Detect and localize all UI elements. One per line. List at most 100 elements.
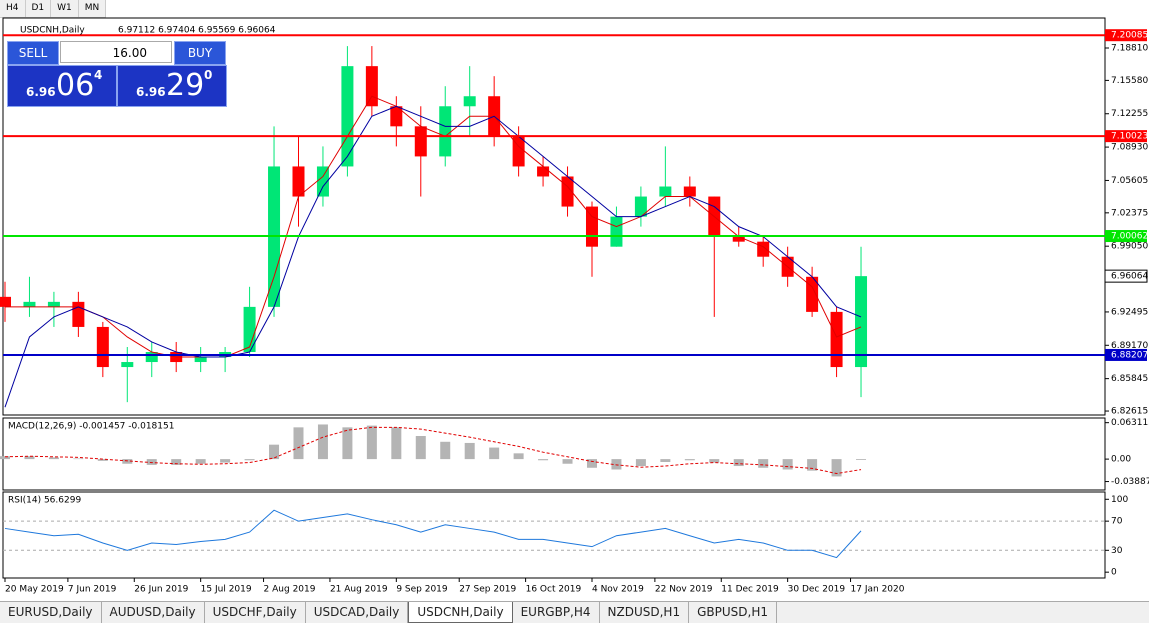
macd-bar	[391, 427, 402, 460]
candle-body	[732, 236, 745, 242]
candle-body	[316, 166, 329, 197]
macd-bar	[660, 459, 671, 462]
indicator-title: MACD(12,26,9) -0.001457 -0.018151	[8, 422, 174, 432]
macd-bar	[342, 427, 353, 460]
level-label: 7.00062	[1111, 232, 1148, 242]
macd-bar	[513, 453, 524, 460]
macd-bar	[73, 458, 84, 460]
timeframe[interactable]: D1	[26, 0, 52, 17]
candle-body	[659, 186, 672, 197]
chart-tab[interactable]: USDCHF,Daily	[205, 602, 306, 623]
candle-body	[757, 241, 770, 257]
candle-body	[0, 296, 11, 307]
x-tick-label: 21 Aug 2019	[330, 585, 388, 595]
y-tick-label: 6.85845	[1111, 374, 1148, 384]
y-tick-label: 6.89170	[1111, 341, 1148, 351]
candle-body	[463, 96, 476, 107]
ohlc-info: 6.97112 6.97404 6.95569 6.96064	[118, 26, 276, 36]
macd-bar	[146, 459, 157, 465]
bid-box[interactable]: 6.96 06 4	[7, 65, 117, 107]
ask-box[interactable]: 6.96 29 0	[117, 65, 227, 107]
timeframe[interactable]: H4	[0, 0, 26, 17]
y-tick-label: 70	[1111, 517, 1123, 527]
level-label-box	[1105, 348, 1147, 361]
y-tick-label: 7.02375	[1111, 208, 1148, 218]
signal-line	[4, 426, 862, 475]
macd-bar	[782, 459, 793, 470]
candle-body	[830, 311, 843, 368]
macd-bar	[489, 447, 500, 460]
moving-average	[4, 105, 862, 408]
x-tick-label: 4 Nov 2019	[592, 585, 644, 595]
panel-frame	[2, 417, 1106, 491]
candle-body	[23, 301, 36, 307]
timeframe[interactable]: W1	[51, 0, 79, 17]
chart-tab[interactable]: EURUSD,Daily	[0, 602, 102, 623]
bid-frac: 4	[94, 68, 103, 82]
macd-bar	[464, 442, 475, 460]
x-tick-label: 20 May 2019	[5, 585, 64, 595]
volume-input[interactable]: 16.00	[60, 41, 172, 63]
x-tick-label: 7 Jun 2019	[68, 585, 117, 595]
x-tick-label: 17 Jan 2020	[851, 585, 905, 595]
last-price-label: 6.96064	[1111, 272, 1148, 282]
macd-bar	[611, 459, 622, 470]
chart-tabs: EURUSD,Daily AUDUSD,Daily USDCHF,Daily USDC…	[0, 601, 1149, 623]
candle-body	[47, 301, 60, 307]
macd-bar	[831, 459, 842, 477]
timeframe-bar: H4 D1 W1 MN	[0, 0, 107, 18]
buy-button[interactable]: BUY	[174, 41, 226, 65]
candle-body	[585, 206, 598, 247]
x-tick-label: 15 Jul 2019	[201, 585, 252, 595]
y-tick-label: 7.15580	[1111, 76, 1148, 86]
level-label: 7.20085	[1111, 31, 1148, 41]
level-label-box	[1105, 29, 1147, 42]
chart-tab[interactable]: NZDUSD,H1	[600, 602, 690, 623]
y-tick-label: 6.99050	[1111, 242, 1148, 252]
panel-frame	[2, 17, 1106, 416]
chart-tab[interactable]: GBPUSD,H1	[689, 602, 777, 623]
y-tick-label: 0.00	[1111, 455, 1131, 465]
macd-bar	[807, 459, 818, 471]
y-tick-label: -0.038872	[1111, 477, 1149, 487]
y-tick-label: 0	[1111, 568, 1117, 578]
last-price-box	[1104, 269, 1148, 283]
macd-bar	[171, 459, 182, 465]
macd-bar	[538, 459, 549, 461]
macd-bar	[586, 459, 597, 468]
trade-panel: SELL 16.00 BUY 6.96 06 4 6.96 29 0	[7, 41, 227, 107]
panel-frame	[2, 491, 1106, 579]
level-label-box	[1105, 130, 1147, 143]
macd-bar	[415, 436, 426, 460]
chart-tab[interactable]: AUDUSD,Daily	[102, 602, 205, 623]
macd-bar	[97, 459, 108, 461]
chart-tab[interactable]: EURGBP,H4	[513, 602, 600, 623]
x-tick-label: 16 Oct 2019	[526, 585, 582, 595]
chart-tab[interactable]: USDCAD,Daily	[306, 602, 409, 623]
macd-bar	[0, 456, 10, 460]
candle-body	[439, 106, 452, 157]
y-tick-label: 6.92495	[1111, 307, 1148, 317]
sell-button[interactable]: SELL	[7, 41, 59, 65]
macd-bar	[562, 459, 573, 464]
timeframe[interactable]: MN	[79, 0, 107, 17]
candle-body	[537, 166, 550, 177]
macd-bar	[684, 459, 695, 461]
candle-body	[121, 362, 134, 368]
chart-tab[interactable]: USDCNH,Daily	[408, 602, 513, 623]
x-tick-label: 22 Nov 2019	[655, 585, 713, 595]
x-tick-label: 2 Aug 2019	[264, 585, 316, 595]
y-tick-label: 6.82615	[1111, 407, 1148, 417]
bid-big: 6.96	[26, 85, 56, 99]
y-tick-label: 100	[1111, 495, 1128, 505]
y-tick-label: 7.05605	[1111, 176, 1148, 186]
candle-body	[806, 276, 819, 312]
candle-body	[365, 66, 378, 107]
macd-bar	[195, 459, 206, 464]
bid-pips: 06	[56, 68, 95, 103]
ask-pips: 29	[166, 68, 205, 103]
macd-bar	[220, 459, 231, 463]
candle-body	[145, 352, 158, 363]
ask-big: 6.96	[136, 85, 166, 99]
candle-body	[512, 136, 525, 167]
